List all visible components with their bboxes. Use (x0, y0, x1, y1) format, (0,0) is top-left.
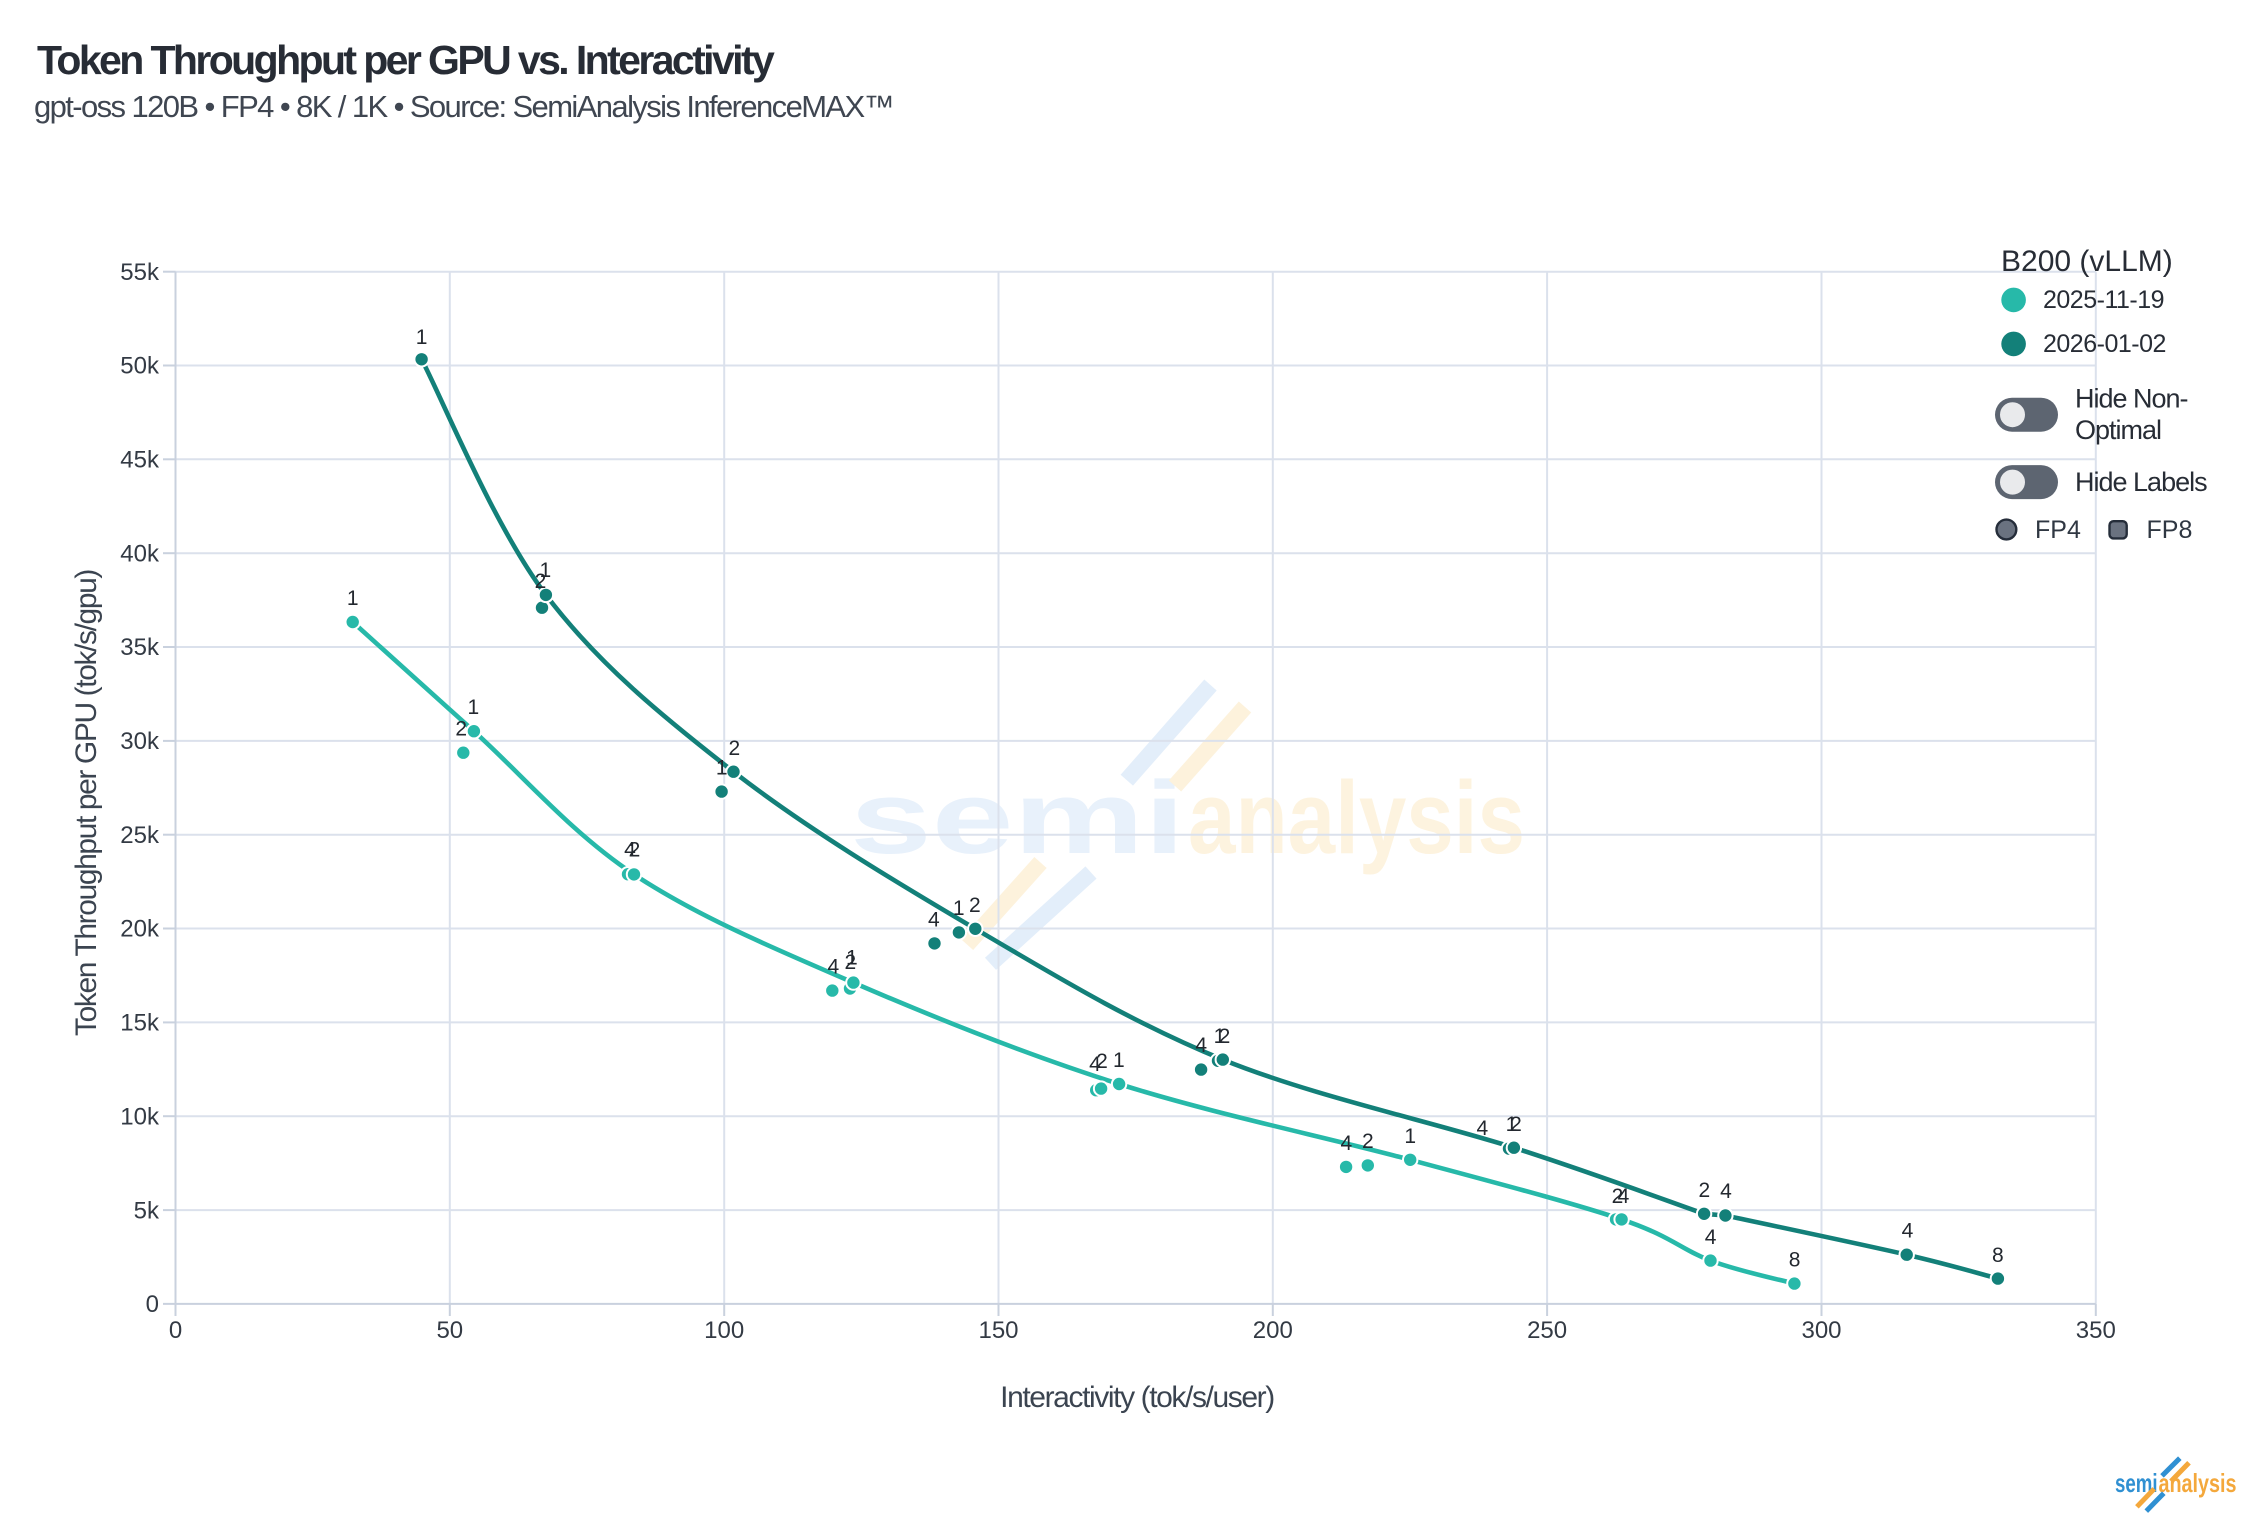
svg-text:5k: 5k (134, 1197, 160, 1224)
svg-text:1: 1 (1404, 1125, 1416, 1148)
svg-text:350: 350 (2076, 1317, 2116, 1344)
svg-text:2: 2 (629, 839, 641, 862)
svg-text:4: 4 (1720, 1180, 1732, 1203)
svg-text:20k: 20k (120, 916, 160, 943)
svg-text:4: 4 (1476, 1117, 1488, 1140)
svg-text:Token Throughput per GPU vs. I: Token Throughput per GPU vs. Interactivi… (37, 37, 775, 83)
svg-text:300: 300 (1801, 1317, 1841, 1344)
svg-text:Interactivity (tok/s/user): Interactivity (tok/s/user) (1000, 1381, 1274, 1414)
svg-text:2: 2 (1510, 1113, 1522, 1136)
svg-text:2: 2 (535, 570, 547, 593)
svg-text:0: 0 (169, 1317, 182, 1344)
svg-text:1: 1 (1214, 1025, 1226, 1048)
svg-text:Hide Non-: Hide Non- (2075, 384, 2188, 414)
svg-text:FP8: FP8 (2147, 516, 2193, 544)
svg-text:50k: 50k (120, 353, 160, 380)
svg-text:30k: 30k (120, 728, 160, 755)
svg-text:2: 2 (1699, 1179, 1711, 1202)
svg-text:45k: 45k (120, 447, 160, 474)
svg-text:2: 2 (1362, 1130, 1374, 1153)
svg-text:2025-11-19: 2025-11-19 (2043, 286, 2164, 314)
svg-text:55k: 55k (120, 259, 160, 286)
svg-text:1: 1 (846, 947, 858, 970)
svg-text:2: 2 (455, 718, 467, 741)
svg-text:2: 2 (969, 894, 981, 917)
svg-text:4: 4 (1705, 1226, 1717, 1249)
svg-text:2: 2 (728, 737, 740, 760)
svg-text:1: 1 (1113, 1049, 1125, 1072)
svg-text:4: 4 (1340, 1132, 1352, 1155)
svg-text:Optimal: Optimal (2075, 415, 2161, 445)
svg-text:gpt-oss 120B • FP4 • 8K / 1K •: gpt-oss 120B • FP4 • 8K / 1K • Source: S… (34, 89, 893, 124)
svg-text:15k: 15k (120, 1010, 160, 1037)
svg-text:8: 8 (1992, 1244, 2004, 1267)
svg-text:Token Throughput per GPU (tok/: Token Throughput per GPU (tok/s/gpu) (70, 570, 103, 1036)
svg-text:4: 4 (1618, 1185, 1630, 1208)
svg-text:2: 2 (1096, 1050, 1108, 1073)
svg-text:2: 2 (1612, 1185, 1624, 1208)
svg-text:analysis: analysis (2159, 1468, 2237, 1498)
svg-text:B200 (vLLM): B200 (vLLM) (2001, 245, 2173, 278)
svg-text:1: 1 (953, 897, 965, 920)
svg-text:1: 1 (716, 757, 728, 780)
svg-text:4: 4 (1902, 1220, 1914, 1243)
svg-text:100: 100 (704, 1317, 744, 1344)
svg-text:2: 2 (845, 951, 857, 974)
svg-text:25k: 25k (120, 822, 160, 849)
svg-text:1: 1 (347, 587, 359, 610)
svg-text:4: 4 (624, 839, 636, 862)
svg-text:0: 0 (146, 1291, 159, 1318)
svg-text:4: 4 (828, 956, 840, 979)
svg-text:Hide Labels: Hide Labels (2075, 467, 2207, 497)
svg-text:2: 2 (1219, 1025, 1231, 1048)
svg-text:10k: 10k (120, 1103, 160, 1130)
svg-text:4: 4 (1089, 1053, 1101, 1076)
svg-text:150: 150 (978, 1317, 1018, 1344)
svg-text:1: 1 (467, 696, 479, 719)
svg-text:1: 1 (1506, 1113, 1518, 1136)
svg-text:50: 50 (436, 1317, 463, 1344)
svg-text:8: 8 (1789, 1249, 1801, 1272)
svg-text:FP4: FP4 (2035, 516, 2081, 544)
svg-text:40k: 40k (120, 540, 160, 567)
svg-text:analysis: analysis (1188, 760, 1525, 875)
svg-text:4: 4 (928, 909, 940, 932)
svg-text:35k: 35k (120, 634, 160, 661)
svg-text:2026-01-02: 2026-01-02 (2043, 330, 2166, 358)
svg-text:1: 1 (540, 559, 552, 582)
svg-text:1: 1 (416, 326, 428, 349)
svg-text:200: 200 (1253, 1317, 1293, 1344)
svg-text:4: 4 (1195, 1034, 1207, 1057)
svg-text:250: 250 (1527, 1317, 1567, 1344)
